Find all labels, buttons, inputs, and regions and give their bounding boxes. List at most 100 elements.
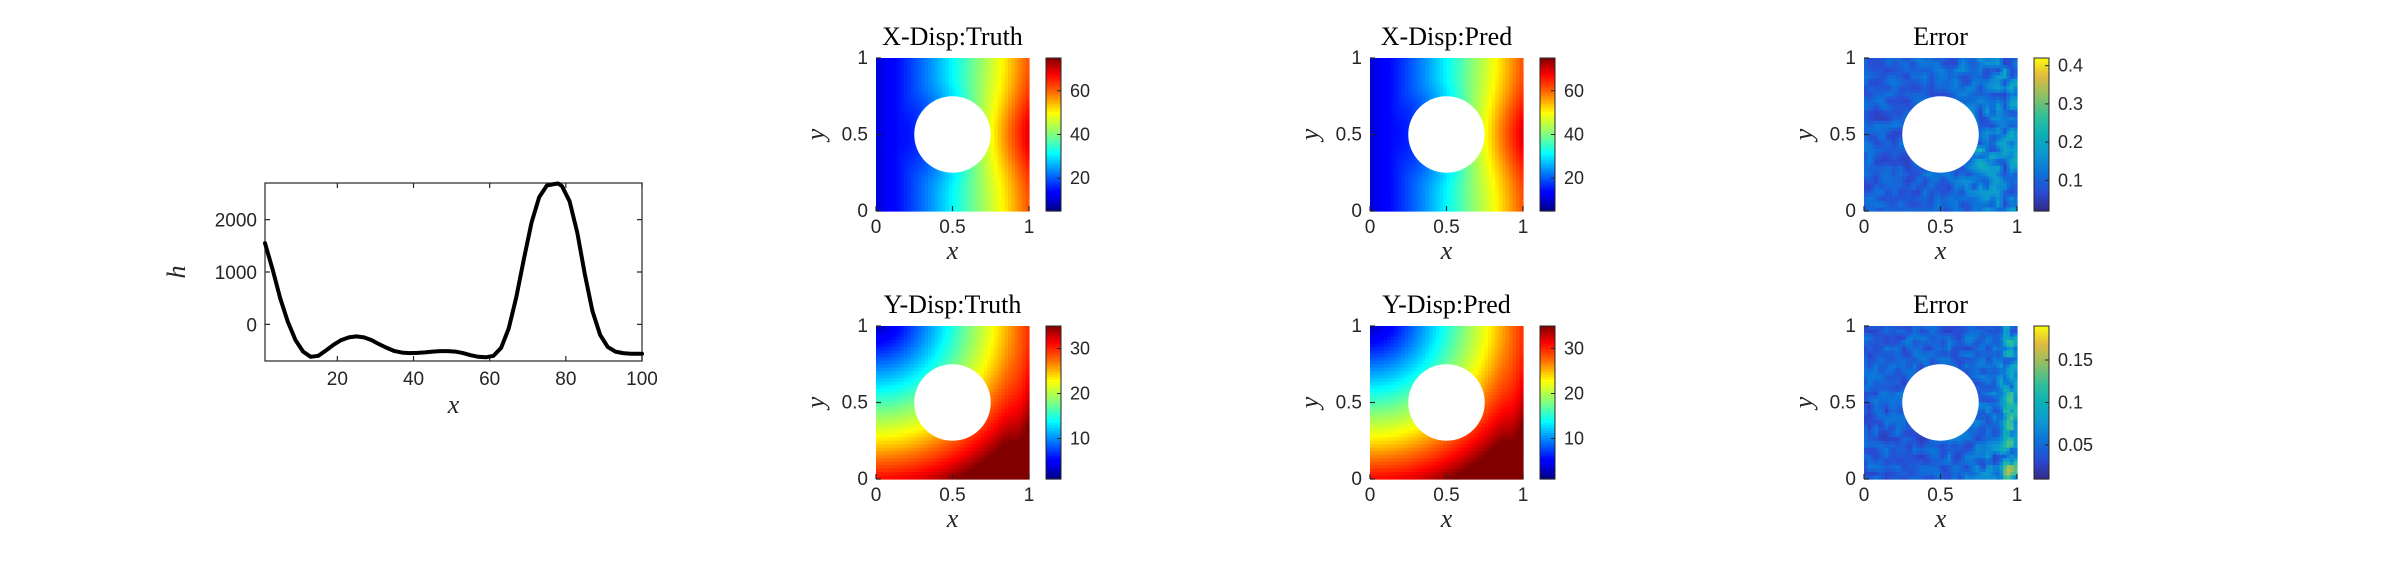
- x-axis-label: x: [946, 504, 959, 533]
- y-tick-label: 0.5: [842, 125, 868, 146]
- colorbar: 0.05 0.1 0.15: [2033, 325, 2093, 480]
- x-tick-label: 0: [1365, 485, 1376, 506]
- plot-frame: [264, 182, 643, 362]
- y-tick-label: 0: [246, 315, 257, 336]
- y-tick-label: 1: [857, 316, 868, 337]
- y-tick-label: 0.5: [1336, 393, 1362, 414]
- x-tick-label: 0: [1859, 485, 1870, 506]
- colorbar-tick-label: 40: [1070, 125, 1090, 145]
- colorbar-frame: [1045, 325, 1062, 480]
- colorbar-frame: [1539, 325, 1556, 480]
- y-tick-label: 0: [1845, 469, 1856, 490]
- y-tick-label: 1: [1351, 316, 1362, 337]
- y-tick-label: 1: [1845, 316, 1856, 337]
- y-tick-label: 0.5: [1830, 125, 1856, 146]
- y-tick-label: 1: [1351, 48, 1362, 69]
- colorbar-tick-label: 0.1: [2058, 393, 2083, 413]
- x-tick-label: 1: [2012, 217, 2023, 238]
- colorbar-tick-label: 0.3: [2058, 94, 2083, 114]
- colorbar-tick-label: 10: [1070, 429, 1090, 449]
- colorbar: 10 20 30: [1045, 325, 1090, 480]
- hole-mask: [1408, 96, 1485, 173]
- axes: [1369, 57, 1524, 212]
- colorbar: 20 40 60: [1045, 57, 1090, 212]
- y-tick-label: 0: [857, 201, 868, 222]
- heatmap-panel-1: 0 0.5 1 0 0.5 1 X-Disp:Truth x y 20 40 60: [801, 22, 1090, 265]
- colorbar-tick-label: 30: [1564, 339, 1584, 359]
- x-tick-label: 40: [403, 369, 424, 390]
- hole-mask: [914, 96, 991, 173]
- panel-title: Error: [1913, 22, 1968, 51]
- y-tick-label: 0.5: [1336, 125, 1362, 146]
- colorbar-tick-label: 20: [1564, 168, 1584, 188]
- panel-title: X-Disp:Pred: [1381, 22, 1512, 51]
- colorbar-tick-label: 0.05: [2058, 435, 2093, 455]
- x-tick-label: 0: [1365, 217, 1376, 238]
- series-line: [263, 181, 644, 360]
- x-tick-label: 0.5: [939, 217, 965, 238]
- x-tick-label: 0: [1859, 217, 1870, 238]
- x-tick-label: 20: [327, 369, 348, 390]
- colorbar-tick-label: 20: [1070, 168, 1090, 188]
- x-tick-label: 1: [1024, 217, 1035, 238]
- y-axis-label: y: [1789, 128, 1818, 143]
- y-tick-label: 0.5: [1830, 393, 1856, 414]
- colorbar-tick-label: 30: [1070, 339, 1090, 359]
- panel-title: X-Disp:Truth: [882, 22, 1023, 51]
- axes: [1863, 57, 2018, 212]
- x-tick-label: 1: [1518, 485, 1529, 506]
- panel-title: Error: [1913, 290, 1968, 319]
- x-tick-label: 1: [1518, 217, 1529, 238]
- colorbar-tick-label: 0.1: [2058, 170, 2083, 190]
- axes: [875, 57, 1030, 212]
- colorbar-tick-label: 10: [1564, 429, 1584, 449]
- y-tick-label: 1000: [215, 263, 257, 284]
- x-tick-label: 0.5: [1433, 485, 1459, 506]
- colorbar-tick-label: 0.2: [2058, 132, 2083, 152]
- x-axis-label: x: [946, 236, 959, 265]
- colorbar-frame: [2033, 57, 2050, 212]
- y-axis-label: y: [1295, 128, 1324, 143]
- y-axis-label: h: [162, 266, 191, 279]
- colorbar: 10 20 30: [1539, 325, 1584, 480]
- x-axis-label: x: [1440, 236, 1453, 265]
- y-axis-label: y: [1789, 396, 1818, 411]
- colorbar: 0.1 0.2 0.3 0.4: [2033, 56, 2083, 212]
- x-axis-label: x: [1440, 504, 1453, 533]
- x-tick-label: 0.5: [1927, 217, 1953, 238]
- y-axis-label: y: [801, 396, 830, 411]
- hole-mask: [1408, 364, 1485, 441]
- y-tick-label: 1: [857, 48, 868, 69]
- x-tick-label: 1: [2012, 485, 2023, 506]
- heatmap-panel-2: 0 0.5 1 0 0.5 1 X-Disp:Pred x y 20 40 60: [1295, 22, 1584, 265]
- x-tick-label: 0: [871, 217, 882, 238]
- axes: [875, 325, 1030, 480]
- x-tick-label: 0.5: [1433, 217, 1459, 238]
- y-tick-label: 0: [1351, 469, 1362, 490]
- x-tick-label: 80: [555, 369, 576, 390]
- hole-mask: [1902, 364, 1979, 441]
- colorbar-tick-label: 60: [1564, 81, 1584, 101]
- x-axis-label: x: [447, 390, 460, 419]
- x-tick-label: 0.5: [939, 485, 965, 506]
- axes: [1863, 325, 2018, 480]
- y-axis-label: y: [801, 128, 830, 143]
- x-tick-label: 1: [1024, 485, 1035, 506]
- heatmap-panel-3: 0 0.5 1 0 0.5 1 Error x y 0.1 0.2 0.3 0.4: [1789, 22, 2083, 265]
- colorbar: 20 40 60: [1539, 57, 1584, 212]
- y-tick-label: 2000: [215, 211, 257, 232]
- panel-title: Y-Disp:Pred: [1382, 290, 1511, 319]
- x-axis-label: x: [1934, 236, 1947, 265]
- colorbar-tick-label: 0.4: [2058, 56, 2083, 76]
- x-tick-label: 0.5: [1927, 485, 1953, 506]
- axes: [1369, 325, 1524, 480]
- y-tick-label: 0.5: [842, 393, 868, 414]
- x-axis-label: x: [1934, 504, 1947, 533]
- colorbar-tick-label: 20: [1564, 384, 1584, 404]
- y-tick-label: 0: [857, 469, 868, 490]
- heatmap-panel-6: 0 0.5 1 0 0.5 1 Error x y 0.05 0.1 0.15: [1789, 290, 2093, 533]
